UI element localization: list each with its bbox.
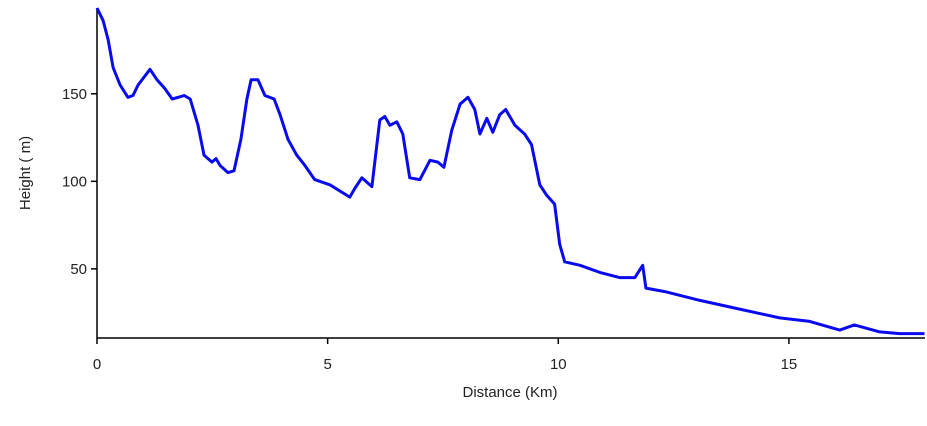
x-axis-label: Distance (Km) bbox=[462, 384, 557, 401]
y-tick-label: 150 bbox=[62, 86, 87, 103]
x-tick-label: 10 bbox=[550, 356, 567, 373]
x-tick-label: 15 bbox=[781, 356, 798, 373]
x-tick-label: 0 bbox=[93, 356, 101, 373]
y-tick-label: 100 bbox=[62, 173, 87, 190]
elevation-line bbox=[95, 7, 925, 336]
y-tick-label: 50 bbox=[70, 261, 87, 278]
y-axis-label: Height ( m) bbox=[17, 136, 34, 210]
x-tick-label: 5 bbox=[323, 356, 331, 373]
